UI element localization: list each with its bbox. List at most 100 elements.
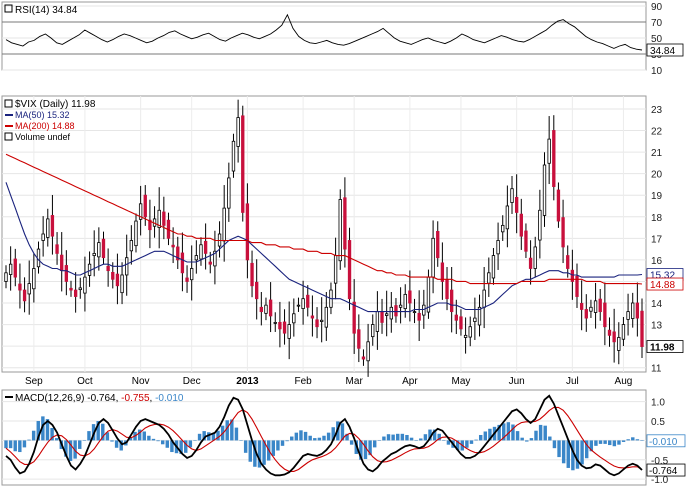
rsi-legend-swatch [4,4,13,13]
macd-histogram-bar [608,440,612,446]
candle-body-up [222,207,226,242]
macd-histogram-bar [303,431,308,441]
candle-body-down [310,315,315,319]
macd-histogram-bar [631,437,635,441]
macd-legend-text: MACD(12,26,9) -0.764, -0.755, -0.010 [15,393,184,404]
macd-histogram-bar [243,440,248,453]
macd-histogram-bar [216,430,220,441]
price-legend-entry: $VIX (Daily) 11.98 [15,99,96,110]
macd-histogram-bar [538,424,543,441]
candle-body-up [412,311,417,314]
candle [389,292,393,333]
candle-body-up [482,289,486,308]
candle-body-up [631,302,635,319]
candle-body-down [255,281,259,300]
macd-histogram-bar [409,437,414,441]
candle [310,295,315,337]
candle-body-up [366,341,370,362]
candle-body-up [157,209,161,228]
price-value-tag-text: 11.98 [650,343,675,354]
macd-histogram-bar [626,439,630,441]
candle [538,189,542,259]
candle [398,287,403,324]
macd-histogram-bar [313,438,317,441]
macd-histogram-bar [580,440,584,465]
candle [473,297,477,340]
candle [519,198,523,250]
macd-histogram-bar [322,435,326,441]
candle [640,298,644,359]
candle-body-up [264,304,268,314]
macd-histogram-bar [382,436,386,441]
candle-body-down [143,194,147,218]
candle-body-down [282,321,287,334]
candle-body-up [510,188,514,203]
candle [589,299,593,318]
candle-body-up [125,257,129,276]
macd-value-tag-box [646,434,686,448]
macd-histogram-bar [36,421,40,441]
macd-histogram-bar [248,440,252,462]
macd-histogram-bar [326,432,331,441]
candle-body-up [468,326,472,338]
candle [371,314,375,346]
price-tick-label: 21 [651,148,663,159]
ma50-line [5,182,643,313]
candle-body-up [324,306,328,328]
price-value-tag-text: 15.32 [650,271,675,282]
candle-body-down [459,316,463,330]
macd-legend-part: MACD(12,26,9) [15,393,87,404]
macd-histogram-bar [239,440,243,441]
macd-histogram-bar [566,440,570,468]
candle [268,282,273,333]
candle-body-up [138,203,143,220]
candle [612,308,616,363]
macd-histogram-bar [142,431,146,441]
candle-body-down [148,219,152,231]
candle-body-up [78,287,82,291]
candle-body-down [579,303,584,310]
candle [417,290,421,342]
macd-legend: MACD(12,26,9) -0.764, -0.755, -0.010 [5,393,184,404]
macd-histogram-bar [552,440,557,449]
price-value-tag: 14.88 [646,277,684,291]
macd-histogram-bar [621,440,626,442]
candle-body-up [231,140,236,172]
macd-histogram-bar [391,434,395,441]
macd-histogram-bar [262,440,266,465]
rsi-line [5,13,643,51]
candle [501,215,505,241]
macd-histogram-bar [188,440,193,448]
candle [449,266,454,333]
macd-histogram-bar [96,421,100,441]
macd-histogram-bar [598,440,603,444]
candle [505,185,510,248]
macd-value-tag-text: -0.010 [649,437,678,448]
candle-body-down [18,283,22,291]
candle [292,298,296,337]
price-tick-label: 18 [651,213,663,224]
candle-body-up [533,246,537,269]
candle [97,227,101,271]
candle-body-down [556,189,561,222]
price-legend-entry: MA(50) 15.32 [15,110,70,120]
candle [301,280,305,325]
macd-histogram-bar [432,429,437,441]
macd-histogram-bar [640,440,644,441]
candle-body-down [268,299,273,317]
macd-histogram-bar [368,440,372,456]
candle-body-down [380,311,384,323]
candle-body-down [162,211,166,226]
candle-body-down [514,196,519,213]
candle-body-down [612,331,616,343]
candle-body-up [4,272,8,282]
candle [635,282,640,337]
macd-panel: 1.00.50.0-0.5-1.0-0.010-0.764MACD(12,26,… [1,389,686,486]
candle-body-up [236,117,240,147]
candle-body-up [398,304,403,308]
candle-body-up [190,268,194,281]
candle [524,223,528,259]
macd-histogram-bar [101,423,105,441]
candle [273,312,277,332]
